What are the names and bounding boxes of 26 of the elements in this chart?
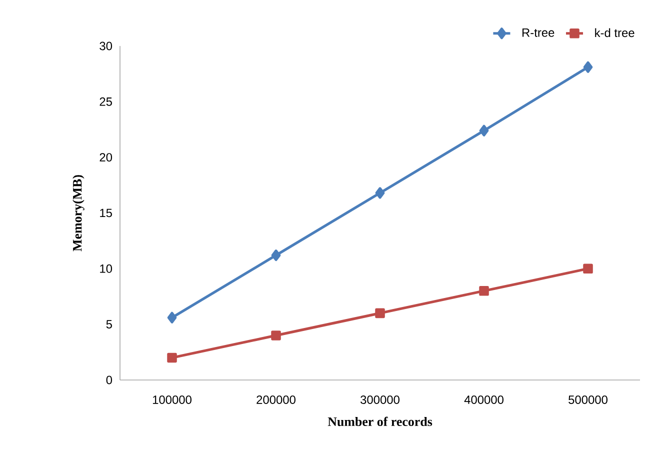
y-tick-label: 25 (100, 97, 112, 106)
legend-label: k-d tree (595, 28, 634, 38)
legend-label: R-tree (522, 28, 554, 37)
y-tick-label: 20 (100, 153, 112, 162)
point (167, 312, 177, 324)
x-tick-label: 100000 (152, 396, 192, 404)
point (479, 286, 489, 296)
x-tick-label: 400000 (464, 396, 504, 404)
point (375, 308, 385, 318)
x-tick-label: 300000 (360, 396, 400, 404)
point (271, 250, 281, 262)
y-axis-title: Memory(MB) (72, 175, 84, 252)
point (479, 124, 489, 136)
point (271, 330, 281, 340)
y-tick-label: 10 (100, 264, 112, 273)
x-axis-title: Number of records (328, 416, 432, 426)
point (167, 352, 177, 363)
point (375, 187, 385, 199)
point (583, 264, 593, 274)
y-tick-label: 30 (100, 42, 112, 50)
y-tick-label: 15 (100, 208, 112, 218)
x-tick-label: 200000 (256, 396, 296, 404)
y-tick-label: 5 (106, 320, 112, 328)
y-tick-label: 0 (106, 376, 112, 384)
point (583, 61, 593, 73)
x-tick-label: 500000 (568, 396, 608, 404)
